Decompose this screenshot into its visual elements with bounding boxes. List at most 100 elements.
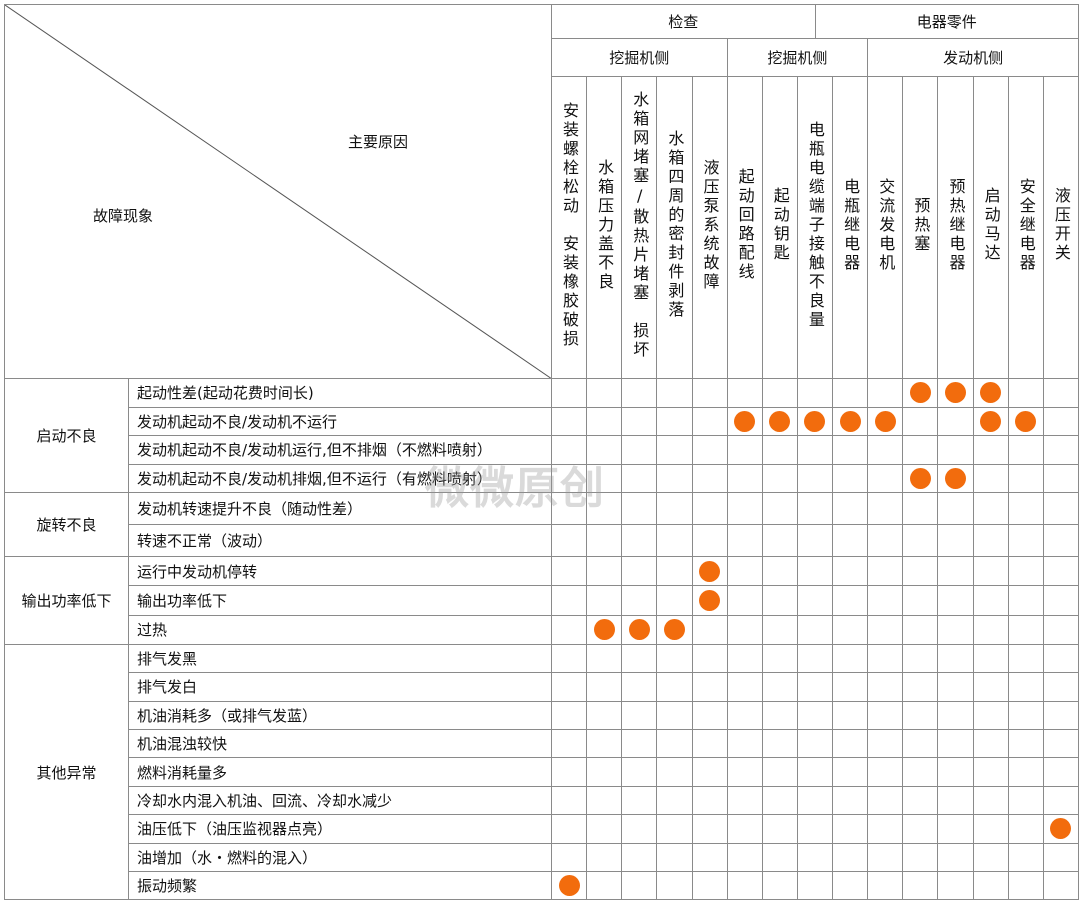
mark-cell xyxy=(621,871,658,901)
mark-cell xyxy=(972,672,1009,702)
mark-cell xyxy=(937,435,974,465)
mark-cell xyxy=(726,463,763,493)
mark-cell xyxy=(1007,785,1044,816)
mark-cell xyxy=(761,757,798,787)
mark-cell xyxy=(621,463,658,493)
table-row: 启动不良 起动性差(起动花费时间长) xyxy=(4,378,1080,493)
symptom-cell: 排气发白 xyxy=(128,672,552,702)
table-row: 其他异常 排气发黑 xyxy=(4,643,1080,901)
mark-cell xyxy=(867,524,904,557)
mark-cell xyxy=(621,555,658,587)
mark-cell xyxy=(586,614,623,645)
mark-cell xyxy=(796,378,834,408)
mark-cell xyxy=(902,871,939,901)
mark-cell xyxy=(586,435,623,465)
mark-cell xyxy=(832,643,869,674)
mark-cell xyxy=(621,672,658,702)
symptom-cell: 排气发黑 xyxy=(128,643,552,674)
column-header-label: 水箱四周的密封件剥落 xyxy=(665,130,685,320)
mark-cell xyxy=(972,757,1009,787)
table-row: 发动机起动不良/发动机不运行 xyxy=(5,406,1080,436)
mark-cell xyxy=(796,435,834,465)
mark-cell xyxy=(586,492,623,525)
symptom-cell: 机油消耗多（或排气发蓝） xyxy=(128,700,552,731)
mark-cell xyxy=(796,757,834,787)
mark-cell xyxy=(1042,492,1080,525)
table-row: 振动频繁 xyxy=(5,871,1080,901)
mark-cell xyxy=(937,524,974,557)
mark-cell xyxy=(691,814,728,844)
mark-cell xyxy=(550,871,588,901)
mark-cell xyxy=(550,814,588,844)
symptom-cell: 燃料消耗量多 xyxy=(128,757,552,787)
mark-cell xyxy=(726,757,763,787)
mark-cell xyxy=(902,585,939,616)
mark-cell xyxy=(1007,555,1044,587)
mark-cell xyxy=(761,463,798,493)
mark-cell xyxy=(1042,672,1080,702)
table-row: 冷却水内混入机油、回流、冷却水减少 xyxy=(5,785,1080,816)
mark-cell xyxy=(656,729,693,759)
mark-cell xyxy=(586,729,623,759)
cause-marker-dot xyxy=(734,410,756,432)
cause-marker-dot xyxy=(663,619,685,641)
mark-cell xyxy=(726,672,763,702)
mark-cell xyxy=(621,492,658,525)
mark-cell xyxy=(1007,463,1044,493)
table-row: 过热 xyxy=(5,614,1080,645)
mark-cell xyxy=(621,729,658,759)
mark-cell xyxy=(832,871,869,901)
column-header-label: 起动钥匙 xyxy=(770,187,790,263)
mark-cell xyxy=(726,524,763,557)
cause-marker-dot xyxy=(874,410,896,432)
mark-cell xyxy=(1042,435,1080,465)
mark-cell xyxy=(1007,378,1044,408)
mark-cell xyxy=(726,643,763,674)
mark-cell xyxy=(1007,672,1044,702)
mark-cell xyxy=(902,814,939,844)
mark-cell xyxy=(796,842,834,873)
column-header: 起动回路配线 xyxy=(726,76,763,379)
table-row: 油增加（水・燃料的混入） xyxy=(5,842,1080,873)
column-header-label: 启动马达 xyxy=(981,187,1001,263)
symptom-cell: 油压低下（油压监视器点亮） xyxy=(128,814,552,844)
mark-cell xyxy=(867,785,904,816)
mark-cell xyxy=(656,757,693,787)
mark-cell xyxy=(937,814,974,844)
corner-header: 主要原因 故障现象 xyxy=(4,4,552,379)
mark-cell xyxy=(867,614,904,645)
mark-cell xyxy=(902,842,939,873)
column-header: 预热塞 xyxy=(902,76,939,379)
mark-cell xyxy=(691,871,728,901)
mark-cell xyxy=(1042,406,1080,436)
mark-cell xyxy=(1042,757,1080,787)
mark-cell xyxy=(621,614,658,645)
mark-cell xyxy=(902,555,939,587)
column-header: 电瓶电缆端子接触不良量 xyxy=(796,76,834,379)
mark-cell xyxy=(1042,643,1080,674)
mark-cell xyxy=(937,406,974,436)
mark-cell xyxy=(1042,871,1080,901)
mark-cell xyxy=(621,842,658,873)
mark-cell xyxy=(656,555,693,587)
cause-marker-dot xyxy=(945,382,967,404)
mark-cell xyxy=(761,492,798,525)
mark-cell xyxy=(937,700,974,731)
cause-marker-dot xyxy=(699,589,721,611)
fault-group-label: 输出功率低下 xyxy=(4,556,129,645)
mark-cell xyxy=(726,785,763,816)
mark-cell xyxy=(586,842,623,873)
mark-cell xyxy=(586,555,623,587)
mark-cell xyxy=(867,672,904,702)
mark-cell xyxy=(1007,700,1044,731)
mark-cell xyxy=(691,585,728,616)
mark-cell xyxy=(656,614,693,645)
mark-cell xyxy=(937,555,974,587)
mark-cell xyxy=(867,643,904,674)
mark-cell xyxy=(937,785,974,816)
mark-cell xyxy=(691,614,728,645)
mark-cell xyxy=(691,842,728,873)
mark-cell xyxy=(1042,729,1080,759)
mark-cell xyxy=(972,555,1009,587)
mark-cell xyxy=(832,406,869,436)
